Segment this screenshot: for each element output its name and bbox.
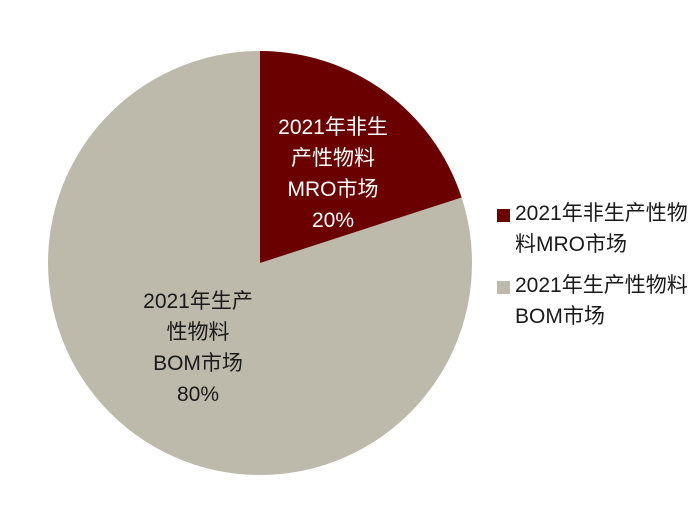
pie-slice-mro[interactable] <box>260 51 462 263</box>
legend-swatch-bom <box>497 281 510 294</box>
legend-item-mro[interactable]: 2021年非生产性物料MRO市场 <box>497 198 691 260</box>
label-percent: 80% <box>176 383 220 406</box>
chart-legend: 2021年非生产性物料MRO市场 2021年生产性物料BOM市场 <box>497 198 691 342</box>
label-line: MRO市场 <box>287 178 379 201</box>
legend-label: 2021年生产性物料BOM市场 <box>515 274 688 328</box>
label-line: 2021年非生 <box>278 116 388 139</box>
legend-swatch-mro <box>497 209 510 222</box>
label-line: BOM市场 <box>153 352 243 375</box>
slice-label-bom: 2021年生产 性物料 BOM市场 80% <box>118 286 278 410</box>
label-line: 性物料 <box>166 321 230 344</box>
label-line: 2021年生产 <box>143 290 253 313</box>
legend-label: 2021年非生产性物料MRO市场 <box>515 202 688 256</box>
label-percent: 20% <box>311 209 355 232</box>
slice-label-mro: 2021年非生 产性物料 MRO市场 20% <box>258 112 408 236</box>
legend-item-bom[interactable]: 2021年生产性物料BOM市场 <box>497 270 691 332</box>
label-line: 产性物料 <box>291 147 375 170</box>
